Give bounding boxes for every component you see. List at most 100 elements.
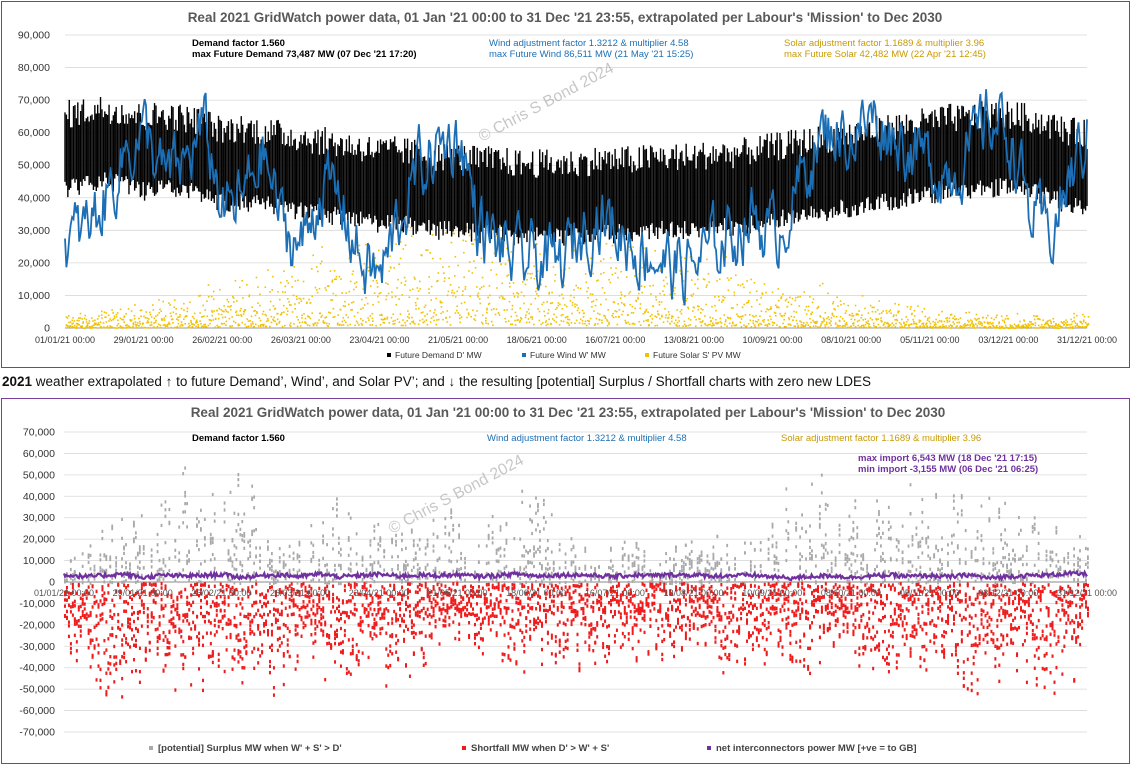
solar-point: [836, 296, 838, 298]
solar-point: [404, 277, 406, 279]
solar-point: [907, 319, 909, 321]
surplus-point: [689, 562, 691, 565]
top-x-tick-label: 26/03/21 00:00: [271, 335, 331, 345]
solar-point: [298, 298, 300, 300]
surplus-point: [632, 554, 634, 557]
surplus-point: [862, 568, 864, 571]
solar-point: [78, 324, 80, 326]
solar-point: [413, 322, 415, 324]
solar-point: [406, 320, 408, 322]
solar-point: [486, 312, 488, 314]
surplus-point: [683, 565, 685, 568]
solar-point: [728, 317, 730, 319]
solar-point: [597, 323, 599, 325]
surplus-point: [673, 567, 675, 570]
solar-point: [769, 324, 771, 326]
solar-point: [840, 316, 842, 318]
shortfall-point: [210, 631, 212, 634]
solar-point: [515, 312, 517, 314]
shortfall-point: [184, 588, 186, 591]
solar-point: [160, 324, 162, 326]
shortfall-point: [208, 654, 210, 657]
solar-point: [308, 299, 310, 301]
surplus-point: [334, 568, 336, 571]
solar-point: [718, 299, 720, 301]
solar-point: [603, 258, 605, 260]
surplus-point: [785, 487, 787, 490]
solar-point: [212, 311, 214, 313]
solar-point: [1082, 326, 1084, 328]
solar-point: [816, 321, 818, 323]
surplus-point: [439, 571, 441, 574]
solar-point: [989, 322, 991, 324]
solar-point: [706, 284, 708, 286]
solar-point: [945, 325, 947, 327]
solar-point: [529, 322, 531, 324]
solar-point: [168, 322, 170, 324]
solar-point: [508, 320, 510, 322]
solar-point: [741, 326, 743, 328]
shortfall-point: [70, 647, 72, 650]
solar-point: [540, 324, 542, 326]
solar-point: [600, 304, 602, 306]
surplus-point: [902, 561, 904, 564]
surplus-point: [279, 570, 281, 573]
surplus-point: [373, 529, 375, 532]
surplus-point: [326, 581, 328, 584]
solar-point: [459, 322, 461, 324]
solar-point: [359, 245, 361, 247]
surplus-point: [795, 545, 797, 548]
solar-point: [547, 312, 549, 314]
shortfall-point: [200, 612, 202, 615]
solar-point: [624, 295, 626, 297]
solar-point: [601, 322, 603, 324]
shortfall-point: [202, 615, 204, 618]
shortfall-point: [113, 663, 115, 666]
surplus-point: [196, 517, 198, 520]
solar-point: [849, 314, 851, 316]
solar-point: [1005, 318, 1007, 320]
surplus-point: [401, 539, 403, 542]
solar-point: [436, 319, 438, 321]
solar-point: [657, 310, 659, 312]
solar-point: [407, 316, 409, 318]
solar-point: [843, 325, 845, 327]
solar-point: [939, 320, 941, 322]
surplus-point: [395, 540, 397, 543]
solar-point: [853, 322, 855, 324]
solar-series: [66, 217, 1090, 329]
surplus-point: [539, 546, 541, 549]
surplus-point: [70, 560, 72, 563]
surplus-point: [951, 541, 953, 544]
surplus-point: [578, 567, 580, 570]
surplus-point: [821, 556, 823, 559]
surplus-point: [880, 555, 882, 558]
solar-point: [628, 293, 630, 295]
surplus-point: [237, 473, 239, 476]
surplus-point: [622, 564, 624, 567]
surplus-point: [322, 557, 324, 560]
surplus-point: [1034, 527, 1036, 530]
shortfall-point: [125, 600, 127, 603]
solar-point: [135, 321, 137, 323]
surplus-point: [496, 552, 498, 555]
solar-point: [677, 322, 679, 324]
solar-point: [258, 325, 260, 327]
solar-point: [478, 293, 480, 295]
shortfall-point: [198, 632, 200, 635]
solar-point: [779, 326, 781, 328]
surplus-point: [450, 516, 452, 519]
solar-point: [241, 315, 243, 317]
solar-point: [561, 320, 563, 322]
solar-point: [776, 324, 778, 326]
solar-point: [219, 326, 221, 328]
surplus-point: [1034, 516, 1036, 519]
surplus-point: [953, 507, 955, 510]
surplus-point: [584, 547, 586, 550]
solar-point: [501, 263, 503, 265]
solar-point: [704, 279, 706, 281]
surplus-point: [975, 580, 977, 583]
solar-point: [339, 276, 341, 278]
shortfall-point: [200, 599, 202, 602]
surplus-point: [271, 565, 273, 568]
